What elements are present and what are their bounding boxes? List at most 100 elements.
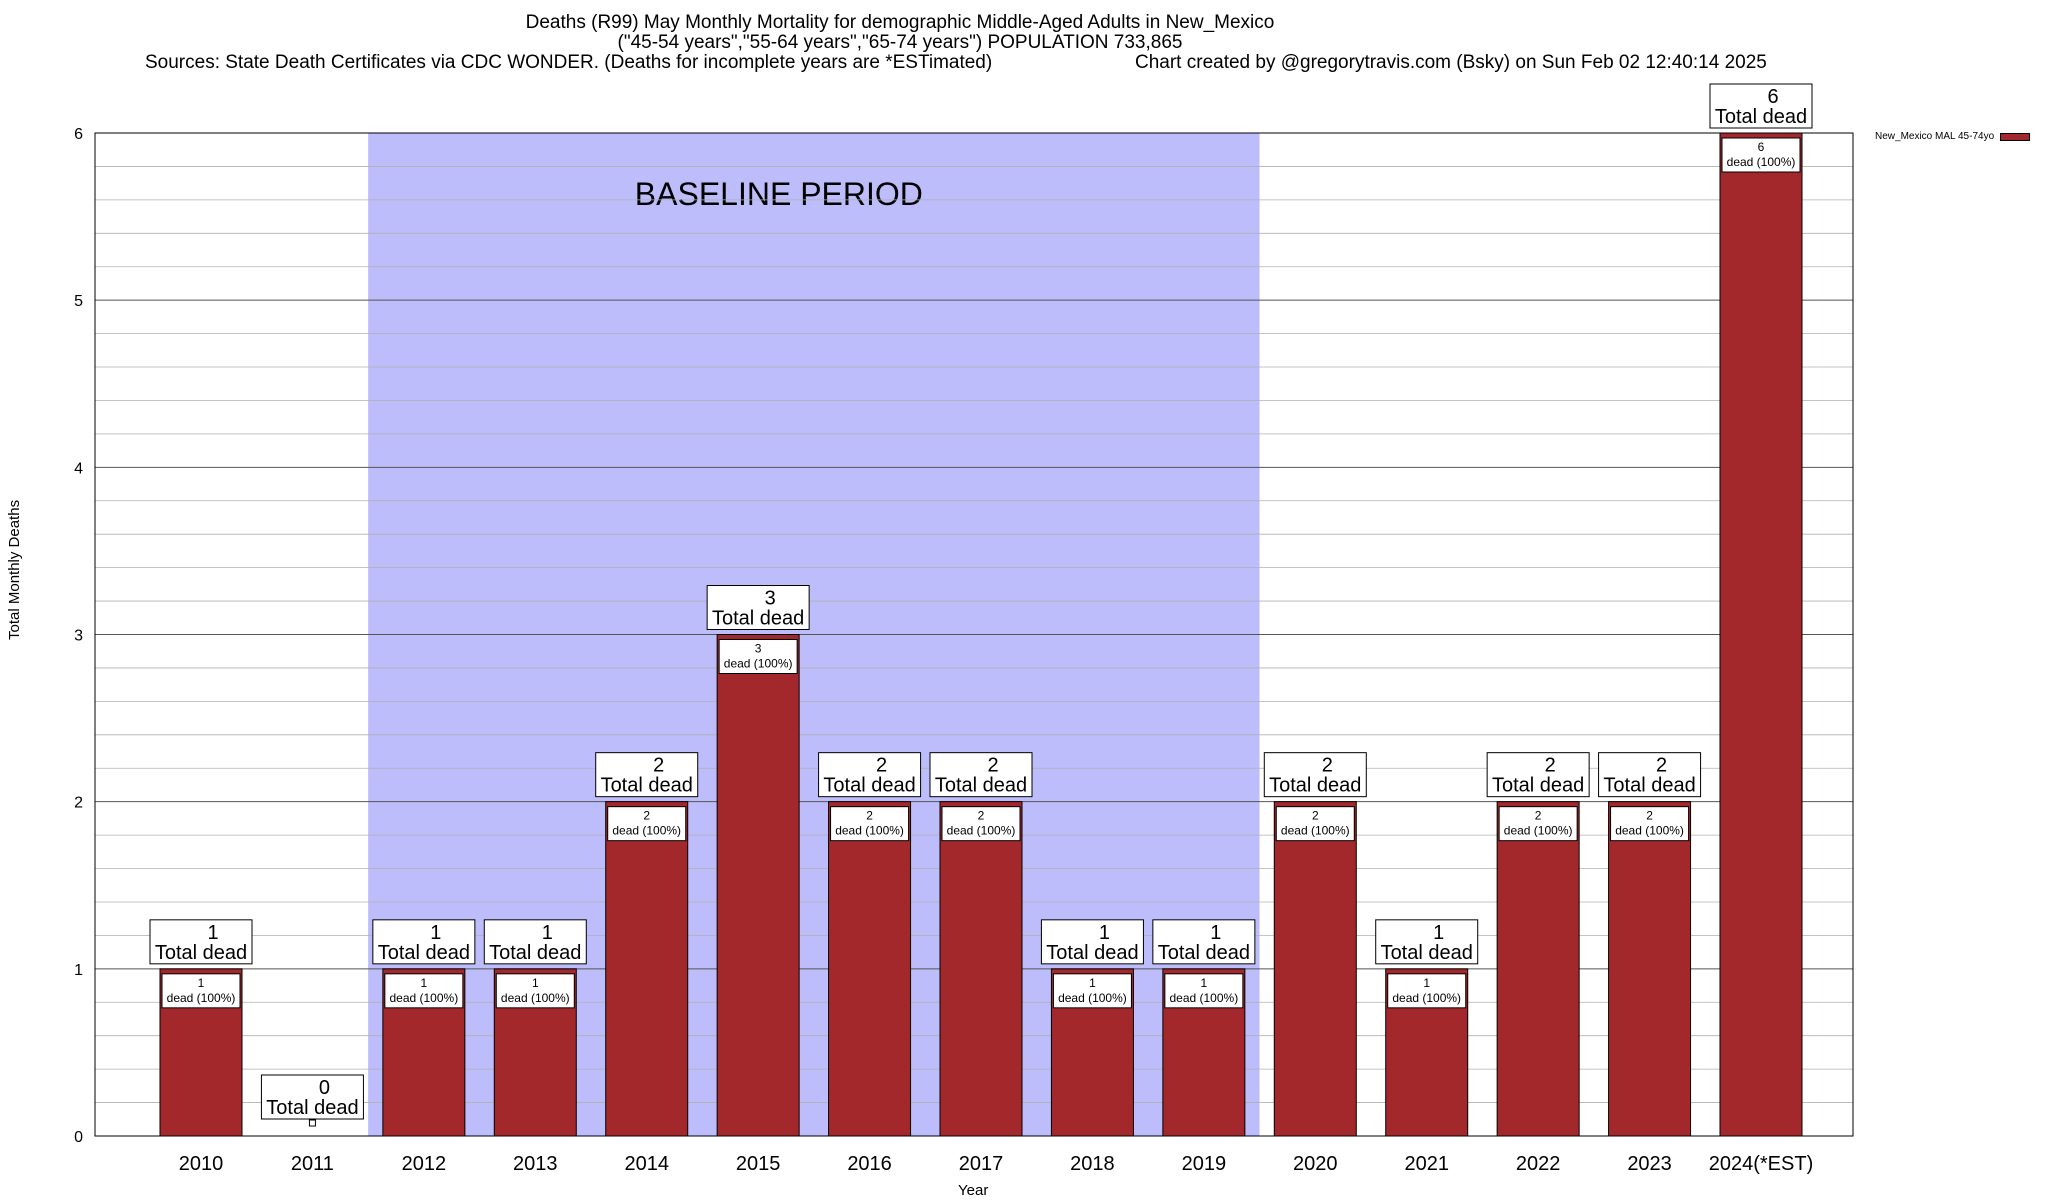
inner-value-label: 2 xyxy=(1646,809,1653,823)
inner-value-label: 1 xyxy=(198,976,205,990)
inner-value-label: 1 xyxy=(1201,976,1208,990)
total-value-label: 0 xyxy=(319,1077,330,1099)
inner-percent-label: dead (100%) xyxy=(947,824,1016,838)
x-tick-label: 2022 xyxy=(1516,1153,1561,1175)
inner-value-label: 1 xyxy=(1089,976,1096,990)
x-tick-label: 2024(*EST) xyxy=(1709,1153,1814,1175)
total-dead-label: Total dead xyxy=(1492,775,1584,797)
total-dead-label: Total dead xyxy=(1715,106,1807,128)
total-dead-label: Total dead xyxy=(1046,942,1138,964)
total-value-label: 1 xyxy=(430,922,441,944)
total-value-label: 1 xyxy=(1210,922,1221,944)
x-tick-label: 2011 xyxy=(291,1153,334,1175)
total-dead-label: Total dead xyxy=(935,775,1027,797)
data-bar xyxy=(1719,132,1803,1137)
inner-label-box xyxy=(161,973,241,1009)
inner-label-box xyxy=(607,806,687,842)
x-tick-label: 2021 xyxy=(1404,1153,1449,1175)
total-value-label: 2 xyxy=(1322,755,1333,777)
x-tick-label: 2014 xyxy=(624,1153,669,1175)
inner-value-label: 2 xyxy=(1312,809,1319,823)
inner-label-box xyxy=(1498,806,1578,842)
data-bar xyxy=(1273,801,1357,1137)
total-dead-label: Total dead xyxy=(823,775,915,797)
inner-percent-label: dead (100%) xyxy=(1392,991,1461,1005)
inner-percent-label: dead (100%) xyxy=(1615,824,1684,838)
total-value-label: 2 xyxy=(987,755,998,777)
x-tick-label: 2017 xyxy=(959,1153,1004,1175)
x-tick-label: 2018 xyxy=(1070,1153,1115,1175)
total-label-box xyxy=(929,752,1033,798)
chart-subtitle: ("45-54 years","55-64 years","65-74 year… xyxy=(617,32,1183,53)
inner-label-box xyxy=(1721,137,1801,173)
y-tick-label: 5 xyxy=(74,293,83,310)
x-tick-label: 2010 xyxy=(179,1153,224,1175)
x-tick-label: 2015 xyxy=(736,1153,781,1175)
data-bar xyxy=(828,801,912,1137)
total-dead-label: Total dead xyxy=(601,775,693,797)
total-label-box xyxy=(483,919,587,965)
baseline-period-label: BASELINE PERIOD xyxy=(635,176,923,212)
total-value-label: 2 xyxy=(1656,755,1667,777)
legend: New_Mexico MAL 45-74yo xyxy=(1875,131,2031,142)
total-dead-label: Total dead xyxy=(378,942,470,964)
inner-label-box xyxy=(1387,973,1467,1009)
legend-series-label: New_Mexico MAL 45-74yo xyxy=(1875,131,1995,142)
inner-percent-label: dead (100%) xyxy=(501,991,570,1005)
inner-value-label: 2 xyxy=(1535,809,1542,823)
total-label-box xyxy=(1263,752,1367,798)
total-value-label: 3 xyxy=(765,588,776,610)
legend-swatch xyxy=(2000,132,2031,141)
total-dead-label: Total dead xyxy=(1603,775,1695,797)
total-value-label: 1 xyxy=(542,922,553,944)
total-dead-label: Total dead xyxy=(712,608,804,630)
total-value-label: 1 xyxy=(1099,922,1110,944)
total-label-box xyxy=(260,1074,364,1120)
total-label-box xyxy=(1486,752,1590,798)
y-tick-label: 0 xyxy=(74,1129,83,1146)
total-label-box xyxy=(706,585,810,630)
inner-percent-label: dead (100%) xyxy=(1058,991,1127,1005)
x-tick-label: 2020 xyxy=(1293,1153,1338,1175)
inner-value-label: 1 xyxy=(1423,976,1430,990)
total-value-label: 6 xyxy=(1767,86,1778,108)
x-tick-label: 2023 xyxy=(1627,1153,1672,1175)
inner-percent-label: dead (100%) xyxy=(724,657,793,671)
y-tick-label: 4 xyxy=(74,460,83,477)
inner-percent-label: dead (100%) xyxy=(389,991,458,1005)
inner-percent-label: dead (100%) xyxy=(1169,991,1238,1005)
total-label-box xyxy=(1375,919,1479,965)
inner-percent-label: dead (100%) xyxy=(1281,824,1350,838)
total-value-label: 2 xyxy=(653,755,664,777)
chart-sources-note: Sources: State Death Certificates via CD… xyxy=(145,52,993,73)
x-axis-label: Year xyxy=(958,1182,989,1199)
inner-value-label: 2 xyxy=(978,809,985,823)
inner-label-box xyxy=(1164,973,1244,1009)
total-value-label: 2 xyxy=(876,755,887,777)
inner-percent-label: dead (100%) xyxy=(1504,824,1573,838)
inner-label-box xyxy=(1610,806,1690,842)
inner-value-label: 6 xyxy=(1758,140,1765,154)
inner-label-box xyxy=(1275,806,1355,842)
total-label-box xyxy=(818,752,922,798)
data-bar xyxy=(939,801,1023,1137)
inner-label-box xyxy=(941,806,1021,842)
inner-percent-label: dead (100%) xyxy=(1727,155,1796,169)
inner-value-label: 1 xyxy=(532,976,539,990)
total-value-label: 1 xyxy=(207,922,218,944)
total-label-box xyxy=(149,919,253,965)
chart-credit-note: Chart created by @gregorytravis.com (Bsk… xyxy=(1135,52,1767,73)
inner-percent-label: dead (100%) xyxy=(835,824,904,838)
inner-percent-label: dead (100%) xyxy=(167,991,236,1005)
total-dead-label: Total dead xyxy=(1269,775,1361,797)
total-label-box xyxy=(372,919,476,965)
x-tick-label: 2016 xyxy=(847,1153,892,1175)
data-bar xyxy=(605,801,689,1137)
total-label-box xyxy=(595,752,699,798)
data-bar xyxy=(716,634,800,1137)
plot-frame xyxy=(94,132,1854,1137)
inner-value-label: 2 xyxy=(866,809,873,823)
inner-label-box xyxy=(384,973,464,1009)
